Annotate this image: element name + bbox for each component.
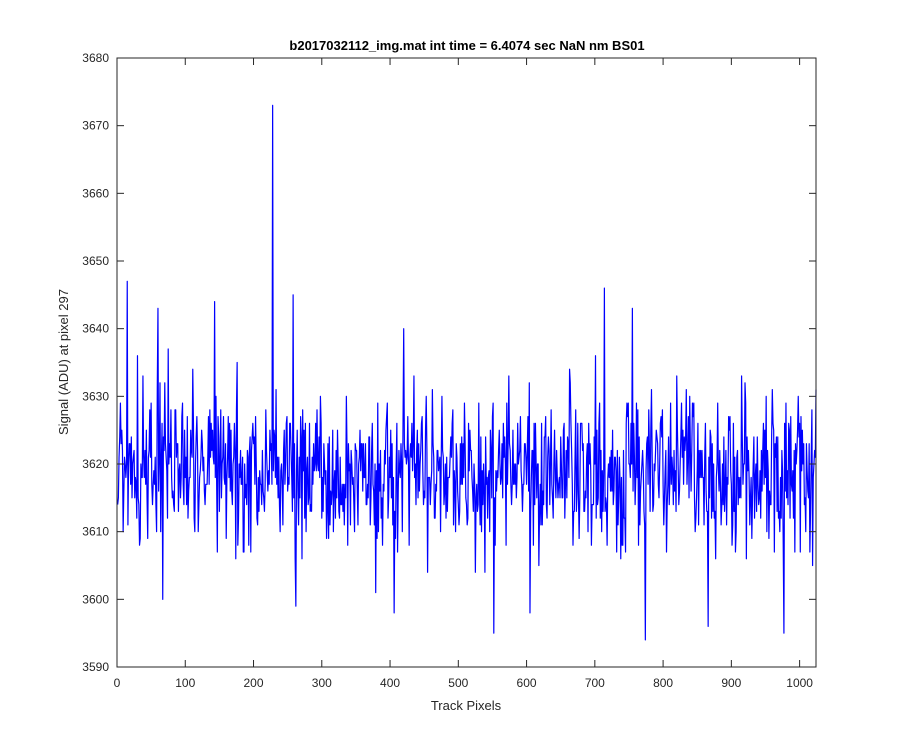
x-tick-label: 0 <box>114 676 121 690</box>
x-axis-label: Track Pixels <box>431 698 502 713</box>
axes-box <box>116 57 817 668</box>
y-tick-label: 3600 <box>82 592 109 606</box>
x-tick-label: 500 <box>448 676 468 690</box>
plot-area <box>117 58 816 667</box>
y-tick-label: 3590 <box>82 660 109 674</box>
y-axis-label: Signal (ADU) at pixel 297 <box>56 289 71 435</box>
x-tick-label: 200 <box>244 676 264 690</box>
signal-series-line <box>117 104 817 641</box>
y-tick-label: 3680 <box>82 51 109 65</box>
y-tick-label: 3630 <box>82 389 109 403</box>
y-tick-label: 3640 <box>82 322 109 336</box>
x-tick-label: 100 <box>175 676 195 690</box>
x-tick-label: 700 <box>585 676 605 690</box>
x-tick-label: 600 <box>517 676 537 690</box>
y-tick-label: 3620 <box>82 457 109 471</box>
y-tick-label: 3660 <box>82 186 109 200</box>
x-tick-label: 400 <box>380 676 400 690</box>
chart-title: b2017032112_img.mat int time = 6.4074 se… <box>289 38 644 53</box>
y-tick-label: 3650 <box>82 254 109 268</box>
x-tick-label: 300 <box>312 676 332 690</box>
x-tick-label: 800 <box>653 676 673 690</box>
y-tick-label: 3670 <box>82 119 109 133</box>
x-tick-label: 900 <box>721 676 741 690</box>
y-tick-label: 3610 <box>82 525 109 539</box>
x-tick-label: 1000 <box>786 676 813 690</box>
